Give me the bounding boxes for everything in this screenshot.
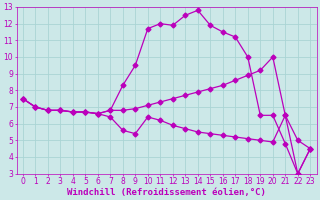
X-axis label: Windchill (Refroidissement éolien,°C): Windchill (Refroidissement éolien,°C) xyxy=(67,188,266,197)
